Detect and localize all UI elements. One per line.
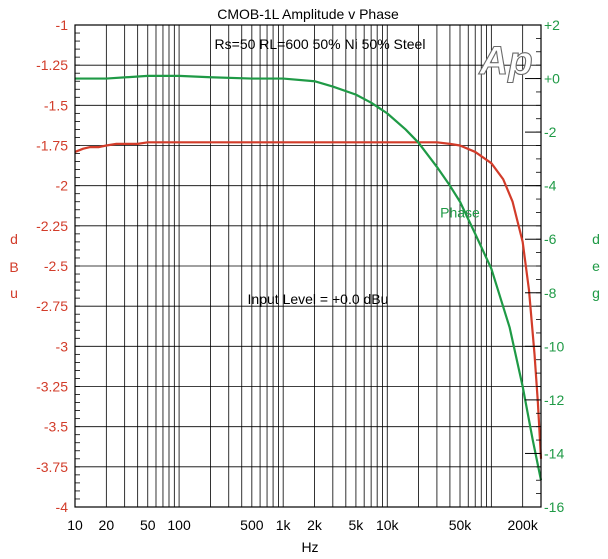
- y-left-tick-label: -3.5: [44, 419, 68, 435]
- ap-logo: Ap: [478, 38, 533, 83]
- y-right-label-e: e: [592, 258, 600, 274]
- y-left-label-u: u: [10, 285, 18, 301]
- y-left-tick-label: -1.75: [36, 138, 68, 154]
- y-right-label-d: d: [592, 231, 600, 247]
- ap-logo-text: Ap: [478, 39, 532, 83]
- y-right-tick-label: -6: [544, 231, 557, 247]
- chart-subtitle: Rs=50 RL=600 50% Ni 50% Steel: [215, 36, 426, 52]
- y-right-tick-label: -10: [544, 338, 564, 354]
- y-left-tick-label: -2.5: [44, 258, 68, 274]
- x-tick-label: 100: [167, 517, 191, 533]
- x-tick-label: 50k: [449, 517, 473, 533]
- y-left-tick-label: -1: [56, 17, 69, 33]
- y-left-tick-label: -3: [56, 338, 69, 354]
- y-right-tick-label: -16: [544, 499, 564, 515]
- y-left-tick-label: -2.25: [36, 218, 68, 234]
- series-layer: [74, 74, 543, 481]
- labels: -1 -1.25 -1.5 -1.75 -2 -2.25 -2.5 -2.75 -3 -3.25 -…: [36, 17, 564, 533]
- x-axis-label: Hz: [301, 539, 318, 555]
- y-right-tick-label: -8: [544, 285, 557, 301]
- x-tick-label: 10k: [376, 517, 400, 533]
- amplitude-series-line: [74, 141, 543, 459]
- y-left-tick-label: -1.25: [36, 57, 68, 73]
- phase-series-label: Phase: [440, 204, 480, 220]
- x-tick-label: 20: [99, 517, 115, 533]
- ticks: [75, 24, 541, 508]
- y-left-tick-label: -2: [56, 178, 69, 194]
- x-tick-label: 2k: [307, 517, 323, 533]
- phase-series-line: [75, 74, 543, 481]
- y-left-tick-label: -1.5: [44, 97, 68, 113]
- annotation-input-level: Input Level = +0.0 dBu: [248, 291, 389, 307]
- x-tick-label: 5k: [349, 517, 365, 533]
- y-left-label-d: d: [10, 231, 18, 247]
- y-left-tick-label: -4: [56, 499, 69, 515]
- y-right-tick-label: -2: [544, 124, 557, 140]
- x-tick-label: 1k: [276, 517, 292, 533]
- y-left-tick-label: -2.75: [36, 298, 68, 314]
- y-right-tick-label: +0: [544, 71, 560, 87]
- y-left-tick-label: -3.75: [36, 459, 68, 475]
- x-tick-label: 50: [140, 517, 156, 533]
- y-right-label-g: g: [592, 285, 600, 301]
- x-tick-label: 10: [67, 517, 83, 533]
- x-tick-label: 200k: [507, 517, 538, 533]
- y-left-tick-label: -3.25: [36, 379, 68, 395]
- y-left-label-B: B: [9, 259, 18, 275]
- y-right-tick-label: -4: [544, 178, 557, 194]
- chart-title: CMOB-1L Amplitude v Phase: [217, 6, 399, 22]
- x-tick-label: 500: [240, 517, 264, 533]
- y-right-tick-label: +2: [544, 17, 560, 33]
- y-right-tick-label: -14: [544, 445, 564, 461]
- y-right-tick-label: -12: [544, 392, 564, 408]
